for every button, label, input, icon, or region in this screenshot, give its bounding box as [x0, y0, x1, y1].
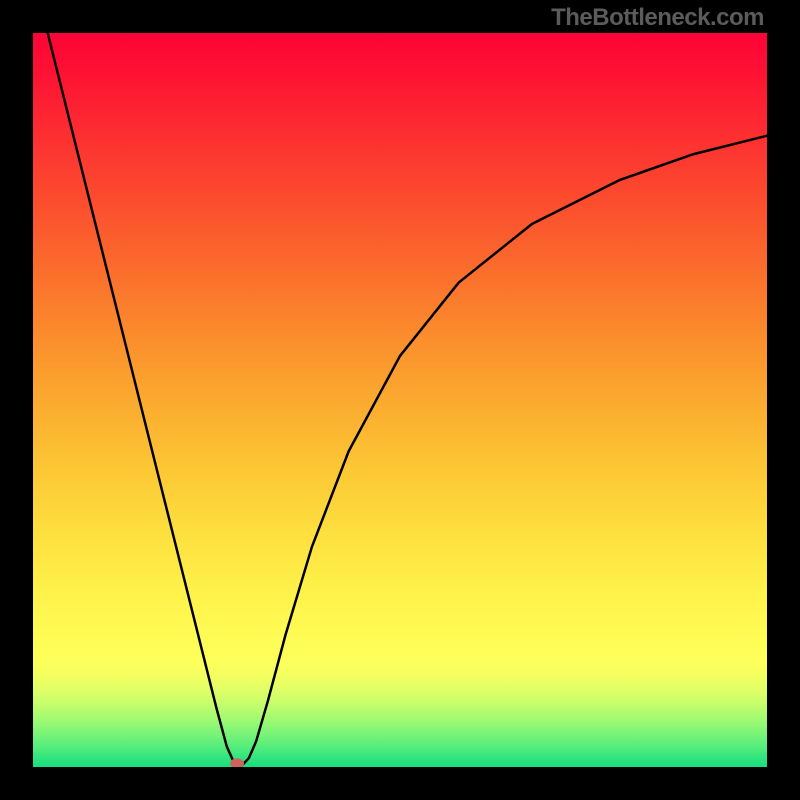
gradient-background: [33, 33, 767, 767]
watermark-text: TheBottleneck.com: [551, 4, 764, 32]
plot-svg: [33, 33, 767, 767]
chart-container: TheBottleneck.com: [0, 0, 800, 800]
plot-area: [33, 33, 767, 767]
